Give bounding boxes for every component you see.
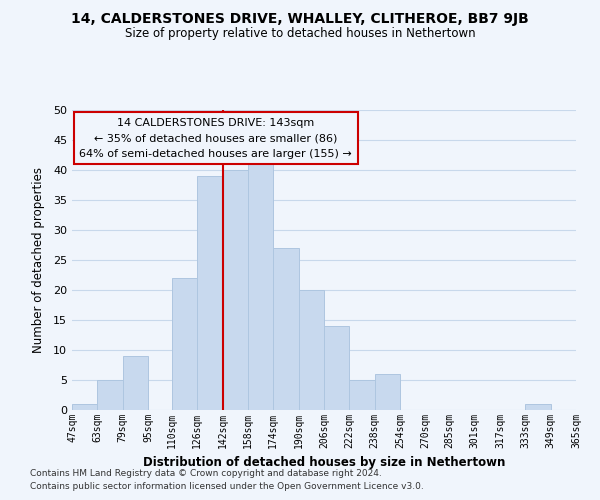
Bar bbox=[72, 404, 97, 410]
Bar bbox=[324, 326, 349, 410]
Bar bbox=[273, 248, 299, 410]
Bar bbox=[525, 404, 551, 410]
Text: Contains HM Land Registry data © Crown copyright and database right 2024.: Contains HM Land Registry data © Crown c… bbox=[30, 468, 382, 477]
Bar bbox=[375, 374, 400, 410]
Bar bbox=[172, 278, 197, 410]
Bar bbox=[223, 170, 248, 410]
Y-axis label: Number of detached properties: Number of detached properties bbox=[32, 167, 44, 353]
Bar bbox=[123, 356, 148, 410]
Bar bbox=[248, 164, 273, 410]
Bar bbox=[197, 176, 223, 410]
Text: 14 CALDERSTONES DRIVE: 143sqm
← 35% of detached houses are smaller (86)
64% of s: 14 CALDERSTONES DRIVE: 143sqm ← 35% of d… bbox=[79, 118, 352, 158]
Bar bbox=[349, 380, 375, 410]
Text: Contains public sector information licensed under the Open Government Licence v3: Contains public sector information licen… bbox=[30, 482, 424, 491]
X-axis label: Distribution of detached houses by size in Nethertown: Distribution of detached houses by size … bbox=[143, 456, 505, 469]
Bar bbox=[97, 380, 123, 410]
Bar bbox=[299, 290, 324, 410]
Text: Size of property relative to detached houses in Nethertown: Size of property relative to detached ho… bbox=[125, 28, 475, 40]
Text: 14, CALDERSTONES DRIVE, WHALLEY, CLITHEROE, BB7 9JB: 14, CALDERSTONES DRIVE, WHALLEY, CLITHER… bbox=[71, 12, 529, 26]
